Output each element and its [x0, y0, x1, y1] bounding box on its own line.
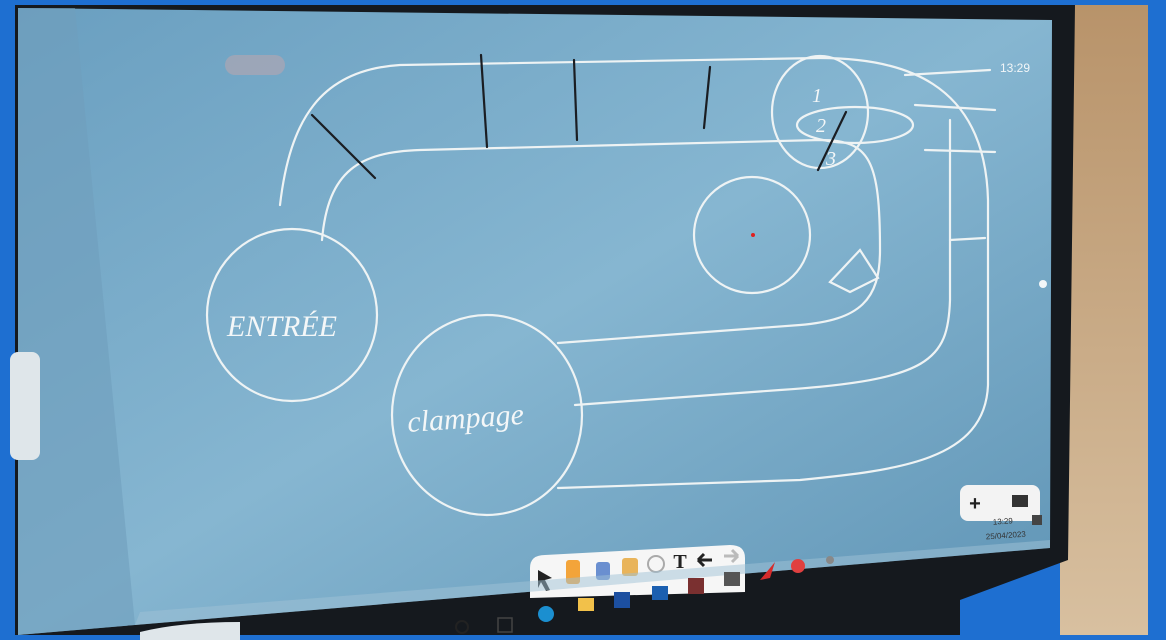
screen: [18, 8, 1052, 635]
add-icon[interactable]: +: [969, 493, 981, 515]
store-icon[interactable]: [614, 592, 630, 608]
camera-icon[interactable]: [724, 572, 740, 586]
browser-icon[interactable]: [538, 606, 554, 622]
app-icon[interactable]: [826, 556, 834, 564]
app-icon[interactable]: [688, 578, 704, 594]
handwritten-label: 3: [825, 148, 836, 170]
page: ENTRÉE clampage 1 2 3 13:29 + T 13:29 25…: [0, 0, 1166, 640]
reflection: [225, 55, 285, 75]
folder-icon[interactable]: [578, 598, 594, 611]
app-icon[interactable]: [791, 559, 805, 573]
handwritten-label: 1: [812, 85, 822, 107]
taskbar-time: 13:29: [993, 516, 1014, 526]
center-dot: [751, 233, 755, 237]
clock: 13:29: [1000, 61, 1030, 75]
notification-icon[interactable]: [1032, 515, 1042, 525]
handwritten-label: 2: [816, 115, 826, 137]
export-icon[interactable]: [1012, 495, 1028, 507]
photo: ENTRÉE clampage 1 2 3 13:29 + T 13:29 25…: [0, 0, 1166, 640]
side-panel[interactable]: [10, 352, 40, 460]
settings-icon[interactable]: [1039, 280, 1047, 288]
mail-icon[interactable]: [652, 586, 668, 600]
handwritten-label: ENTRÉE: [226, 310, 337, 343]
